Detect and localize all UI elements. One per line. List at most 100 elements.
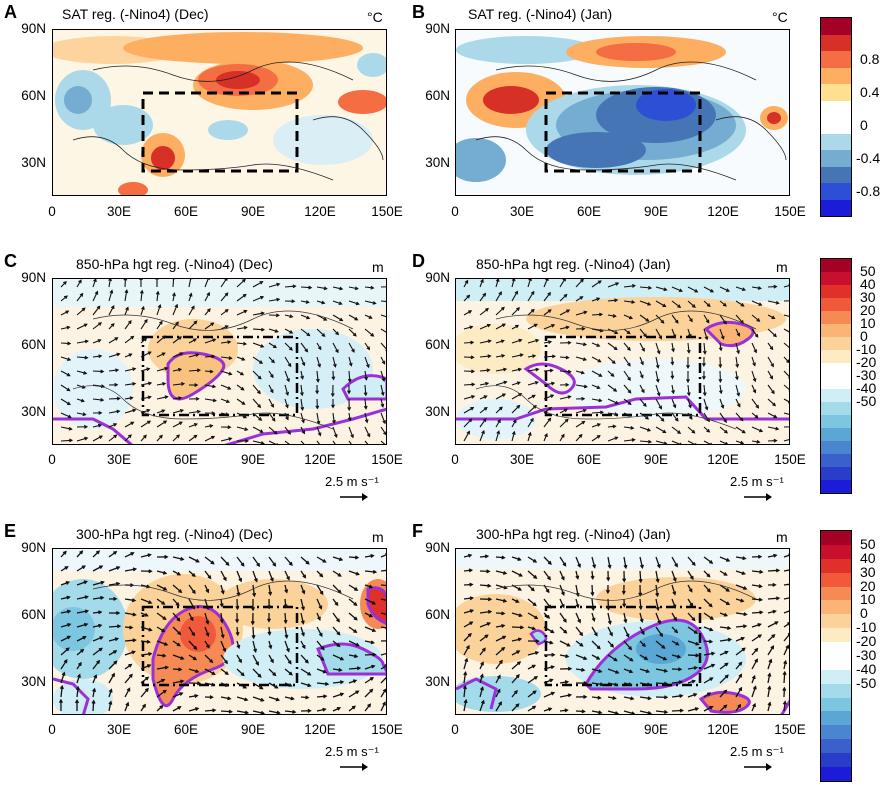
wind-vector-head bbox=[718, 390, 723, 395]
wind-vector bbox=[575, 584, 579, 596]
wind-vector bbox=[527, 381, 538, 386]
wind-vector-head bbox=[191, 573, 196, 578]
wind-vector-head bbox=[381, 377, 386, 383]
wind-vector-head bbox=[250, 621, 255, 626]
wind-vector-head bbox=[607, 620, 612, 626]
wind-vector bbox=[543, 598, 552, 609]
wind-vector-head bbox=[147, 664, 152, 668]
wind-vector-head bbox=[179, 352, 184, 356]
wind-vector-head bbox=[640, 361, 644, 366]
wind-vector-head bbox=[583, 694, 588, 699]
wind-vector-head bbox=[347, 378, 352, 383]
wind-vector bbox=[108, 434, 117, 442]
colorbar-label: 10 bbox=[860, 591, 876, 608]
wind-vector-head bbox=[162, 689, 167, 694]
wind-vector bbox=[703, 384, 706, 396]
wind-vector bbox=[591, 370, 602, 377]
wind-vector bbox=[751, 342, 757, 353]
lon-tick: 90E bbox=[240, 204, 266, 219]
wind-vector-head bbox=[276, 282, 281, 287]
wind-vector-head bbox=[301, 606, 305, 611]
wind-vector bbox=[479, 279, 484, 288]
colorbar-swatch bbox=[821, 199, 851, 216]
wind-vector bbox=[252, 584, 256, 596]
wind-vector-head bbox=[596, 645, 601, 650]
lon-tick: 120E bbox=[707, 204, 739, 219]
wind-vector-head bbox=[83, 370, 88, 375]
wind-vector-head bbox=[100, 397, 105, 402]
wind-vector-head bbox=[228, 356, 233, 360]
wind-vector bbox=[751, 412, 759, 419]
lat-tick: 60N bbox=[21, 337, 46, 352]
wind-vector bbox=[380, 554, 386, 558]
wind-vector bbox=[463, 700, 467, 712]
wind-vector-head bbox=[259, 360, 264, 364]
wind-vector-head bbox=[577, 619, 581, 624]
wind-vector bbox=[380, 384, 384, 396]
wind-vector bbox=[575, 279, 584, 288]
wind-vector bbox=[156, 335, 166, 344]
wind-vector bbox=[575, 710, 585, 713]
wind-vector bbox=[300, 668, 311, 676]
wind-vector bbox=[735, 356, 739, 368]
wind-vector-head bbox=[647, 285, 653, 290]
wind-vector bbox=[751, 426, 763, 432]
wind-vector bbox=[76, 323, 88, 330]
wind-vector bbox=[252, 682, 263, 690]
wind-vector bbox=[236, 370, 244, 376]
wind-vector-head bbox=[286, 378, 290, 383]
wind-vector bbox=[751, 611, 763, 614]
wind-vector bbox=[252, 626, 255, 639]
wind-vector-head bbox=[688, 588, 693, 593]
wind-vector-head bbox=[742, 624, 748, 629]
colorbar-swatch bbox=[821, 642, 851, 656]
wind-vector-head bbox=[770, 363, 774, 368]
wind-vector-head bbox=[533, 323, 538, 328]
wind-vector-head bbox=[266, 618, 271, 623]
wind-vector-head bbox=[212, 384, 217, 389]
wind-vector bbox=[108, 337, 118, 344]
lon-tick: 0 bbox=[48, 722, 56, 737]
wind-vector-head bbox=[355, 642, 360, 647]
wind-vector-head bbox=[723, 320, 727, 325]
wind-vector bbox=[236, 342, 246, 345]
wind-vector bbox=[348, 667, 360, 670]
wind-vector-head bbox=[367, 703, 372, 708]
wind-vector-head bbox=[162, 570, 168, 575]
wind-vector-head bbox=[161, 409, 166, 413]
wind-vector-head bbox=[735, 363, 740, 369]
colorbar-label: 20 bbox=[860, 302, 876, 318]
wind-vector bbox=[380, 370, 385, 382]
wind-vector-head bbox=[270, 659, 274, 664]
wind-vector-head bbox=[180, 656, 185, 660]
colorbar-swatch bbox=[821, 100, 851, 117]
wind-vector bbox=[108, 650, 117, 656]
wind-vector-head bbox=[772, 609, 777, 614]
wind-vector bbox=[575, 612, 581, 623]
lon-tick: 30E bbox=[106, 204, 132, 219]
wind-vector-head bbox=[241, 401, 246, 405]
wind-vector bbox=[348, 286, 358, 290]
wind-vector bbox=[751, 384, 756, 393]
wind-vector bbox=[687, 342, 690, 353]
wind-vector-head bbox=[381, 360, 386, 365]
wind-vector-head bbox=[68, 438, 74, 443]
wind-vector bbox=[268, 654, 274, 663]
wind-vector bbox=[511, 626, 523, 629]
wind-vector-head bbox=[785, 644, 789, 649]
wind-vector bbox=[735, 687, 742, 698]
colorbar-label: 20 bbox=[860, 577, 876, 594]
wind-vector bbox=[479, 382, 489, 386]
wind-vector bbox=[92, 370, 104, 373]
wind-vector bbox=[591, 682, 603, 686]
wind-vector-head bbox=[754, 647, 759, 652]
wind-vector bbox=[783, 398, 789, 403]
wind-vector-head bbox=[384, 664, 386, 668]
wind-vector-head bbox=[191, 605, 195, 610]
wind-vector bbox=[463, 326, 473, 330]
wind-vector bbox=[156, 626, 165, 632]
wind-vector bbox=[140, 598, 152, 604]
colorbar-swatch bbox=[821, 363, 851, 376]
wind-vector-head bbox=[545, 589, 550, 594]
wind-vector bbox=[543, 665, 554, 670]
